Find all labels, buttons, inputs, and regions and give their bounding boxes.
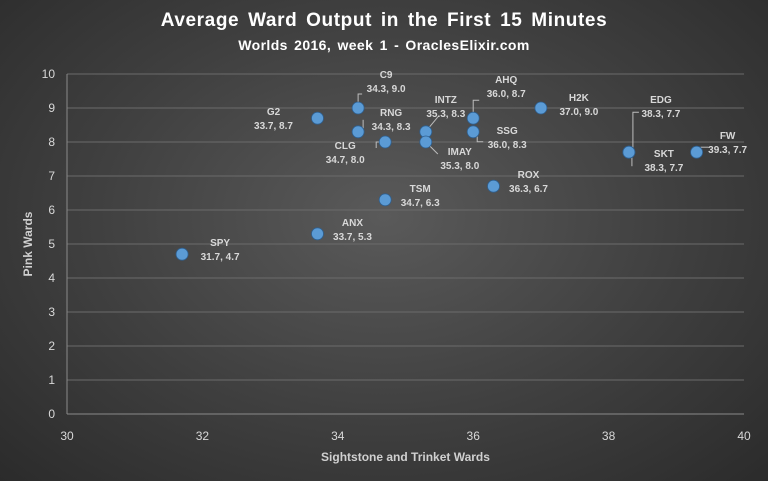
leader-line-ssg — [476, 135, 484, 143]
point-spy — [175, 247, 189, 261]
point-labels: C9 34.3, 9.0 G2 33.7, 8.7 RNG 34.3, 8.3 INTZ 35… — [201, 70, 748, 263]
y-tick-label: 7 — [48, 169, 55, 183]
point-rng — [351, 125, 365, 139]
y-tick-label: 1 — [48, 373, 55, 387]
y-tick-label: 3 — [48, 305, 55, 319]
leader-line-imay — [429, 145, 439, 155]
coord-label-fw: 39.3, 7.7 — [708, 145, 747, 156]
coord-label-rng: 34.3, 8.3 — [372, 122, 411, 133]
point-ahq — [466, 111, 480, 125]
team-label-skt: SKT — [654, 149, 674, 160]
team-label-spy: SPY — [210, 238, 230, 249]
point-c9 — [351, 101, 365, 115]
team-label-ssg: SSG — [497, 126, 518, 137]
coord-label-imay: 35.3, 8.0 — [440, 161, 479, 172]
y-tick-label: 4 — [48, 271, 55, 285]
y-tick-label: 2 — [48, 339, 55, 353]
coord-label-spy: 31.7, 4.7 — [201, 252, 240, 263]
y-tick-label: 8 — [48, 135, 55, 149]
coord-label-ahq: 36.0, 8.7 — [487, 89, 526, 100]
x-tick-label: 34 — [331, 429, 345, 443]
team-label-clg: CLG — [335, 141, 356, 152]
team-label-edg: EDG — [650, 95, 672, 106]
coord-label-tsm: 34.7, 6.3 — [401, 198, 440, 209]
x-tick-label: 36 — [467, 429, 481, 443]
coord-label-ssg: 36.0, 8.3 — [488, 140, 527, 151]
point-clg — [378, 135, 392, 149]
team-label-tsm: TSM — [410, 184, 431, 195]
team-label-c9: C9 — [380, 70, 393, 81]
team-label-rng: RNG — [380, 108, 402, 119]
y-axis-label: Pink Wards — [21, 211, 35, 276]
team-label-ahq: AHQ — [495, 75, 517, 86]
point-g2 — [311, 111, 324, 125]
team-label-h2k: H2K — [569, 93, 590, 104]
coord-label-c9: 34.3, 9.0 — [367, 84, 406, 95]
coord-label-edg: 38.3, 7.7 — [641, 109, 680, 120]
leader-line-edg — [632, 111, 639, 149]
x-tick-label: 40 — [737, 429, 751, 443]
coord-label-h2k: 37.0, 9.0 — [559, 107, 598, 118]
y-tick-label: 5 — [48, 237, 55, 251]
team-label-rox: ROX — [518, 170, 540, 181]
coord-label-anx: 33.7, 5.3 — [333, 232, 372, 243]
point-skt — [622, 145, 636, 159]
point-rox — [487, 179, 500, 193]
y-tick-label: 10 — [42, 67, 56, 81]
coord-label-intz: 35.3, 8.3 — [426, 109, 465, 120]
chart-subtitle: Worlds 2016, week 1 - OraclesElixir.com — [238, 37, 530, 53]
x-axis-label: Sightstone and Trinket Wards — [321, 450, 490, 464]
y-tick-label: 6 — [48, 203, 55, 217]
point-tsm — [378, 193, 392, 207]
point-imay — [419, 135, 433, 149]
point-anx — [311, 227, 324, 241]
point-h2k — [534, 101, 548, 115]
leader-line-c9 — [357, 93, 363, 103]
leader-line-ahq — [472, 99, 480, 113]
coord-label-rox: 36.3, 6.7 — [509, 184, 548, 195]
x-tick-label: 32 — [196, 429, 210, 443]
coord-label-skt: 38.3, 7.7 — [644, 163, 683, 174]
data-points — [175, 101, 704, 261]
coord-label-g2: 33.7, 8.7 — [254, 121, 293, 132]
x-tick-label: 30 — [60, 429, 74, 443]
grid-lines — [66, 73, 744, 415]
y-tick-label: 9 — [48, 101, 55, 115]
y-tick-label: 0 — [48, 407, 55, 421]
leader-line-intz — [428, 115, 440, 129]
team-label-fw: FW — [720, 131, 736, 142]
x-tick-label: 38 — [602, 429, 616, 443]
coord-label-clg: 34.7, 8.0 — [326, 155, 365, 166]
point-ssg — [466, 125, 480, 139]
team-label-intz: INTZ — [435, 95, 457, 106]
point-fw — [690, 145, 704, 159]
chart-title: Average Ward Output in the First 15 Minu… — [160, 10, 608, 31]
team-label-imay: IMAY — [448, 147, 472, 158]
team-label-g2: G2 — [267, 107, 281, 118]
team-label-anx: ANX — [342, 218, 363, 229]
